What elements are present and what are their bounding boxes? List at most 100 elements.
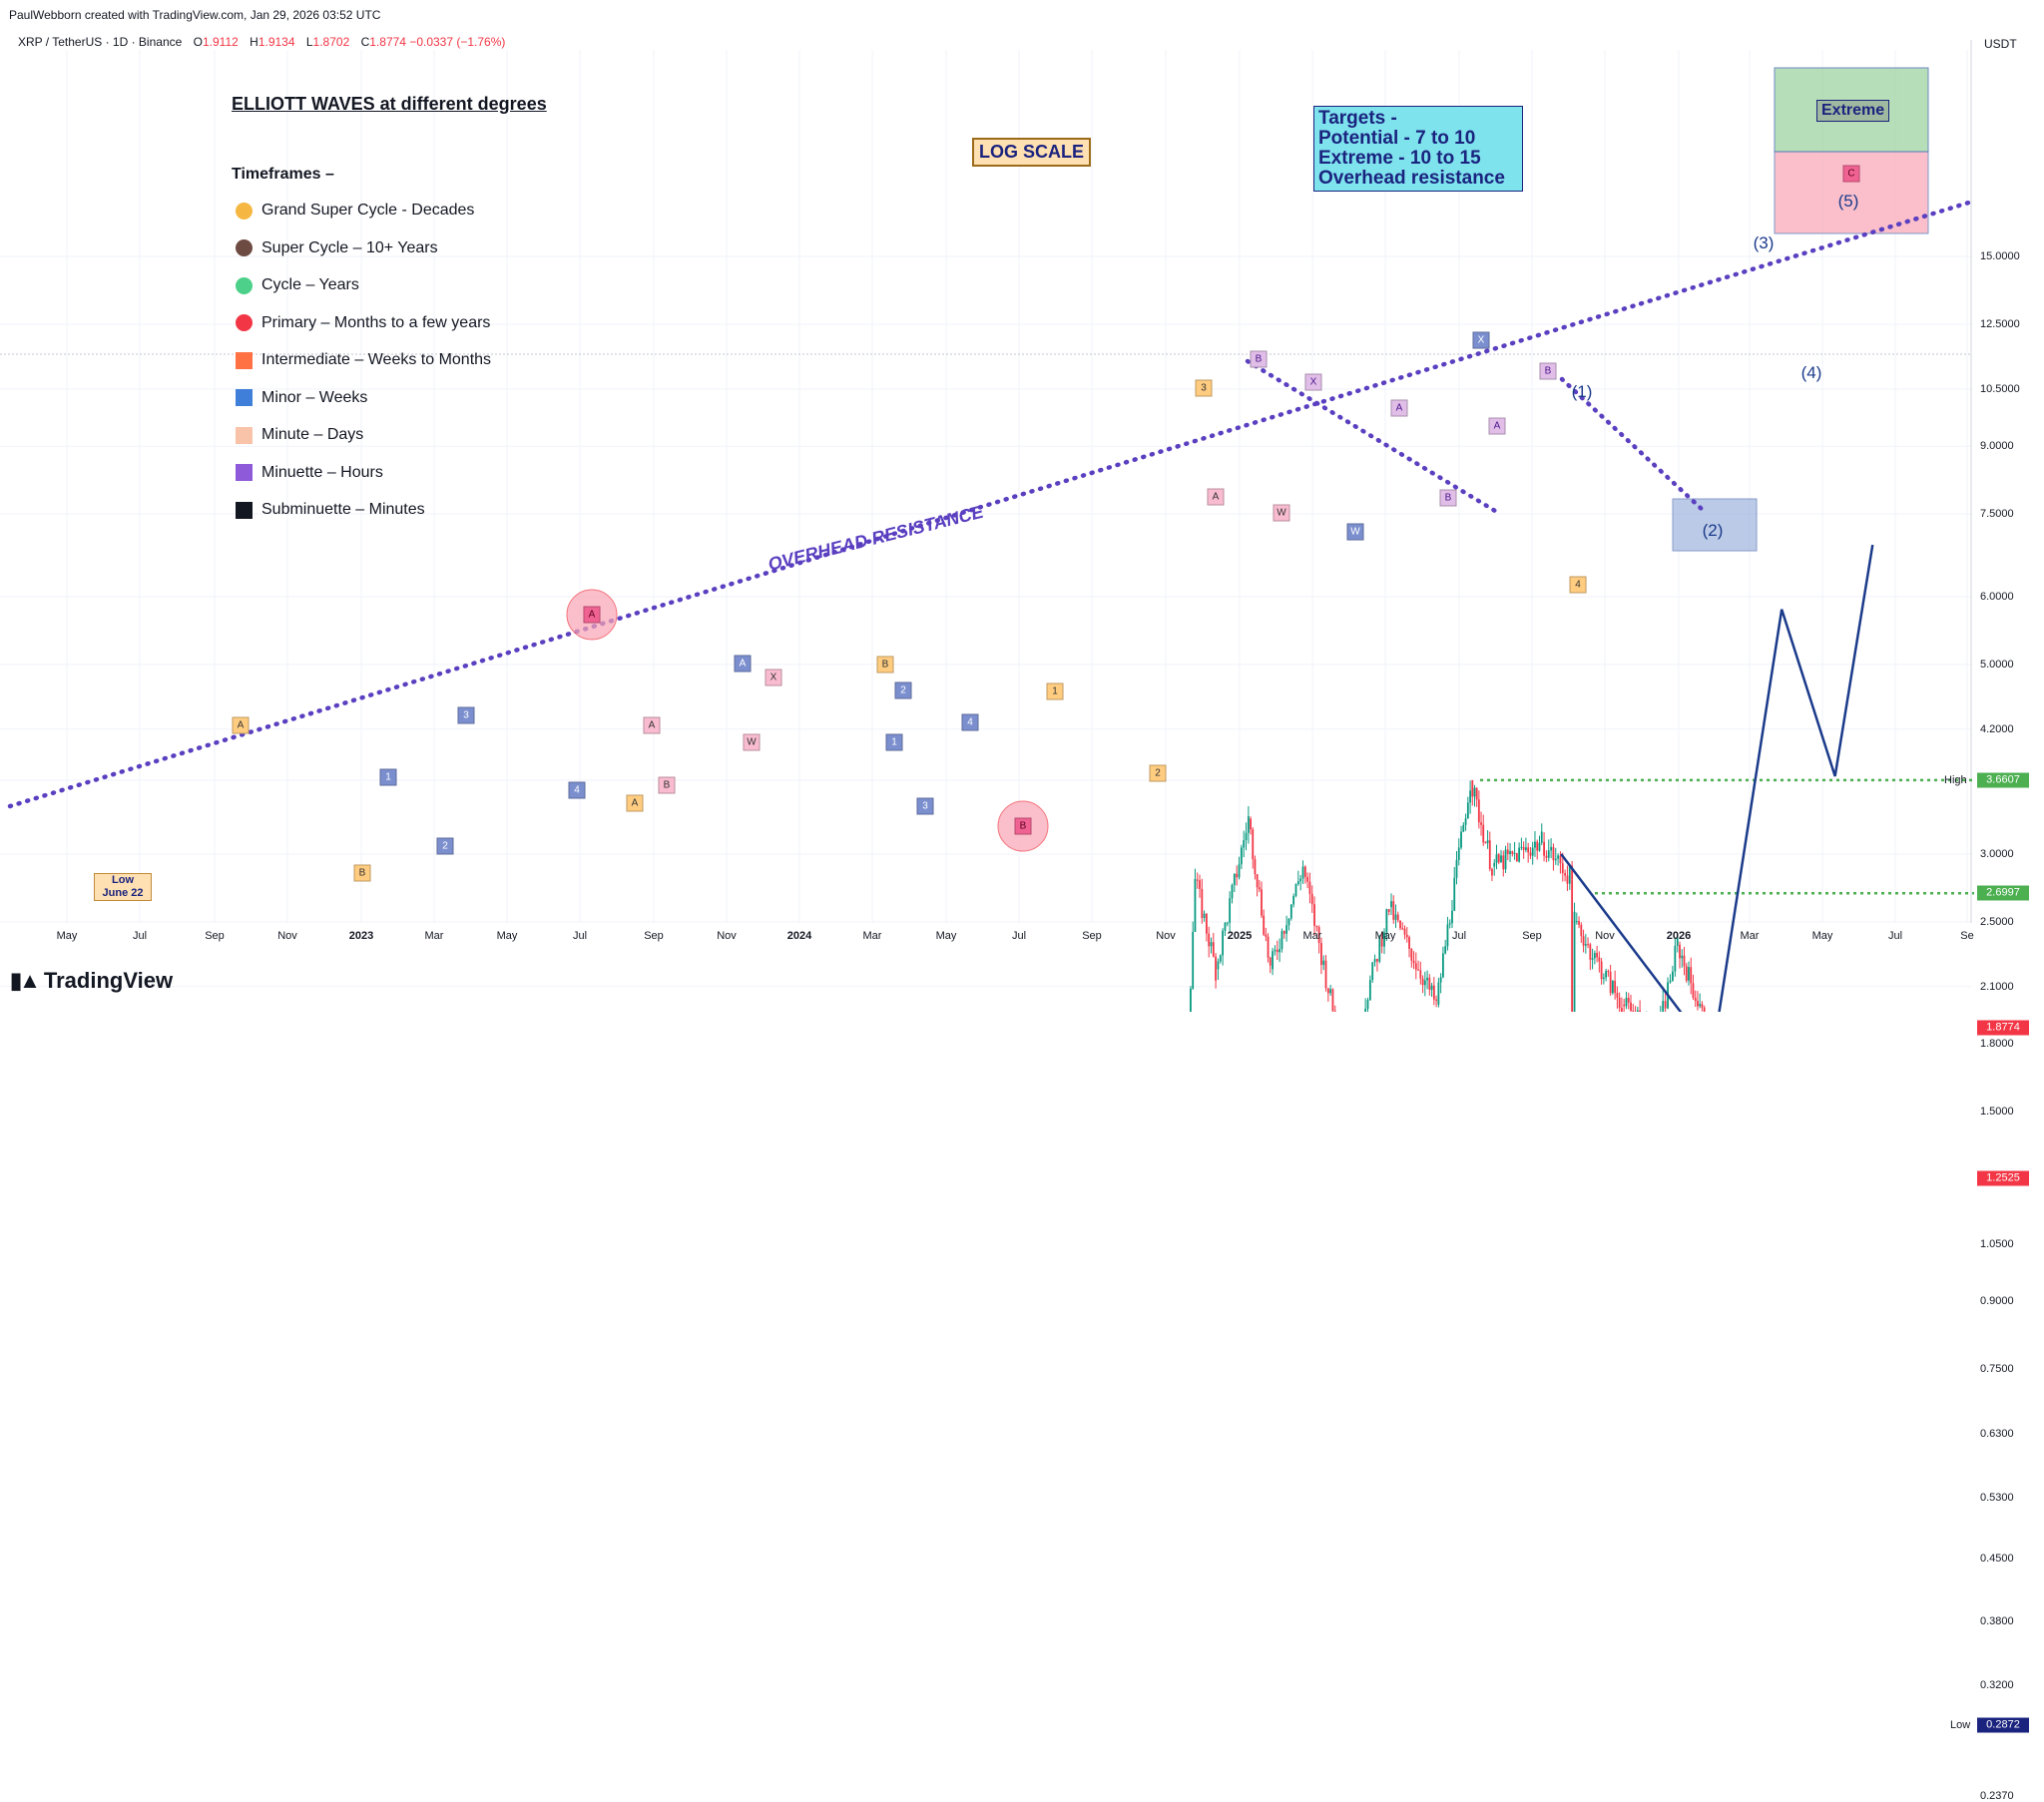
candle-body: [1676, 938, 1679, 946]
x-tick-label: Sep: [1522, 930, 1542, 942]
targets-line: Potential - 7 to 10: [1318, 128, 1476, 149]
x-tick-label: 2024: [786, 930, 812, 942]
candle-body: [1602, 977, 1605, 980]
ohlc-high-label: H: [250, 35, 258, 49]
projection-wave-label: (1): [1571, 382, 1593, 401]
candle-body: [1681, 955, 1684, 959]
candle-body: [1265, 934, 1268, 937]
x-tick-label: Mar: [424, 930, 444, 942]
x-tick-label: Mar: [862, 930, 882, 942]
y-tick-label: 0.4500: [1980, 1552, 2014, 1565]
candle-body: [1482, 824, 1485, 843]
candle-body: [1486, 840, 1489, 843]
wave-label: X: [1304, 373, 1322, 391]
currency-label[interactable]: USDT: [1984, 37, 2017, 51]
candle-body: [1261, 889, 1263, 916]
candle-body: [1280, 931, 1283, 950]
candle-body: [1531, 847, 1534, 856]
timeframe-swatch-icon: [236, 276, 253, 294]
y-tick-label: 1.8000: [1980, 1038, 2014, 1051]
candle-body: [1322, 960, 1325, 966]
candle-body: [1529, 852, 1532, 856]
y-tick-label: 6.0000: [1980, 591, 2014, 604]
candle-body: [1303, 866, 1306, 877]
candle-body: [1399, 920, 1401, 929]
candle-body: [1621, 1008, 1623, 1012]
targets-line: Targets -: [1318, 108, 1397, 129]
candle-body: [1437, 982, 1440, 1005]
candle-body: [1589, 944, 1592, 960]
x-tick-label: Jul: [1451, 930, 1467, 942]
timeframe-item: Super Cycle – 10+ Years: [236, 239, 438, 257]
candle-body: [1364, 1008, 1367, 1012]
candle-body: [1495, 854, 1498, 863]
timeframe-item: Minute – Days: [236, 426, 363, 444]
x-tick-label: Jul: [1887, 930, 1903, 942]
candle-body: [1527, 847, 1530, 853]
candle-body: [1294, 883, 1297, 897]
candle-body: [1591, 958, 1594, 960]
candle-body: [1417, 969, 1419, 971]
candle-body: [1394, 914, 1397, 920]
candle-body: [1573, 911, 1576, 1012]
candle-body: [1593, 953, 1596, 959]
timeframe-label: Primary – Months to a few years: [261, 313, 491, 331]
candle-body: [1513, 852, 1516, 854]
tradingview-logo-icon: ▮▲: [10, 968, 41, 993]
candle-body: [1536, 841, 1539, 851]
ohlc-close-label: C: [360, 35, 370, 49]
candle-body: [1559, 855, 1562, 864]
tradingview-logo[interactable]: ▮▲ TradingView: [10, 968, 173, 994]
candle-body: [1428, 977, 1431, 991]
candle-body: [1258, 887, 1261, 890]
x-tick-label: Mar: [1302, 930, 1322, 942]
candle-body: [1380, 938, 1383, 947]
candle-body: [1190, 988, 1192, 1012]
price-chart[interactable]: [0, 0, 2044, 1012]
candle-body: [1201, 888, 1204, 919]
wave-label: B: [876, 656, 894, 674]
x-tick-label: May: [1374, 930, 1396, 942]
candle-body: [1543, 841, 1545, 856]
candle-body: [1683, 955, 1686, 967]
candle-body: [1272, 951, 1274, 970]
candle-body: [1469, 790, 1472, 803]
candle-body: [1287, 918, 1290, 926]
price-tag: 2.6997: [1977, 885, 2029, 901]
candle-body: [1324, 960, 1327, 989]
candle-body: [1403, 928, 1406, 935]
timeframe-label: Intermediate – Weeks to Months: [261, 351, 492, 368]
candle-body: [1254, 859, 1257, 875]
y-tick-label: 0.3200: [1980, 1678, 2014, 1691]
wave-label: 1: [1046, 682, 1064, 700]
ohlc-open-label: O: [193, 35, 203, 49]
targets-line: Extreme - 10 to 15: [1318, 148, 1481, 169]
timeframe-label: Grand Super Cycle - Decades: [261, 202, 475, 219]
candle-body: [1247, 816, 1250, 833]
candle-body: [1376, 959, 1378, 962]
candle-body: [1473, 787, 1476, 797]
candle-body: [1568, 865, 1571, 884]
wave-label: X: [1472, 331, 1490, 349]
candle-body: [1408, 937, 1410, 949]
candle-body: [1703, 1007, 1706, 1012]
x-tick-label: May: [1811, 930, 1833, 942]
wave-label: W: [743, 733, 761, 751]
candle-body: [1578, 921, 1580, 925]
candle-body: [1231, 885, 1234, 899]
timeframe-swatch-icon: [236, 239, 253, 256]
price-tag: 1.8774: [1977, 1020, 2029, 1036]
chart-grid: [0, 40, 1972, 988]
symbol-name[interactable]: XRP / TetherUS · 1D · Binance: [18, 35, 183, 49]
candle-body: [1405, 934, 1408, 938]
candle-body: [1605, 971, 1608, 978]
candle-body: [1215, 956, 1217, 981]
candle-body: [1442, 953, 1444, 978]
x-tick-label: Nov: [277, 930, 297, 942]
symbol-info[interactable]: XRP / TetherUS · 1D · Binance O1.9112 H1…: [18, 35, 505, 49]
candle-body: [1625, 998, 1628, 1007]
candle-body: [1511, 851, 1514, 854]
wave-label: 2: [436, 837, 454, 855]
high-side-label: High: [1944, 773, 1967, 786]
low-label-line: June 22: [102, 887, 144, 899]
